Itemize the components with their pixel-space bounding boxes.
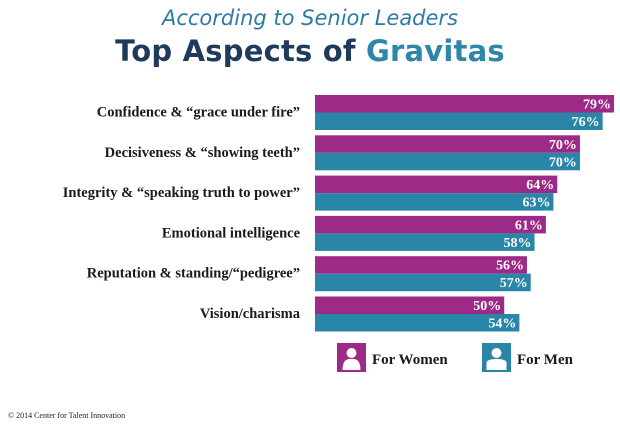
category-label: Vision/charisma — [200, 306, 301, 322]
category-label: Emotional intelligence — [162, 225, 301, 241]
chart-subtitle: According to Senior Leaders — [161, 6, 459, 30]
bar-women — [315, 175, 558, 194]
bar-men — [315, 193, 554, 211]
category-label: Decisiveness & “showing teeth” — [105, 145, 300, 161]
data-label-men: 70% — [549, 155, 577, 170]
bar-men — [315, 273, 531, 292]
data-label-women: 50% — [473, 299, 501, 314]
person-icon — [342, 358, 361, 370]
bar-women — [315, 135, 580, 153]
category-label: Reputation & standing/“pedigree” — [87, 266, 300, 282]
chart-title: Top Aspects of Gravitas — [0, 34, 620, 68]
data-label-men: 54% — [488, 317, 516, 332]
copyright-text: © 2014 Center for Talent Innovation — [8, 411, 126, 420]
data-label-women: 64% — [526, 178, 554, 193]
bar-women — [315, 215, 546, 234]
legend-label-women: For Women — [372, 352, 448, 368]
category-label: Integrity & “speaking truth to power” — [63, 185, 300, 201]
bar-women — [315, 256, 527, 274]
category-label: Confidence & “grace under fire” — [97, 105, 300, 121]
person-icon — [346, 348, 357, 358]
bar-men — [315, 112, 603, 130]
bar-men — [315, 152, 580, 171]
chart-title-accent: Gravitas — [366, 34, 505, 68]
legend-label-men: For Men — [517, 352, 574, 368]
data-label-women: 56% — [496, 259, 524, 274]
data-label-women: 70% — [549, 138, 577, 153]
person-icon — [486, 359, 507, 370]
data-label-men: 76% — [572, 115, 600, 130]
data-label-men: 57% — [500, 276, 528, 291]
bar-men — [315, 314, 520, 332]
data-label-women: 79% — [583, 98, 611, 113]
data-label-women: 61% — [515, 218, 543, 233]
chart-title-main: Top Aspects of — [115, 34, 367, 68]
data-label-men: 58% — [504, 236, 532, 251]
bar-women — [315, 95, 614, 113]
person-icon — [491, 348, 502, 358]
data-label-men: 63% — [522, 196, 550, 211]
bar-women — [315, 296, 505, 314]
bar-men — [315, 233, 535, 251]
